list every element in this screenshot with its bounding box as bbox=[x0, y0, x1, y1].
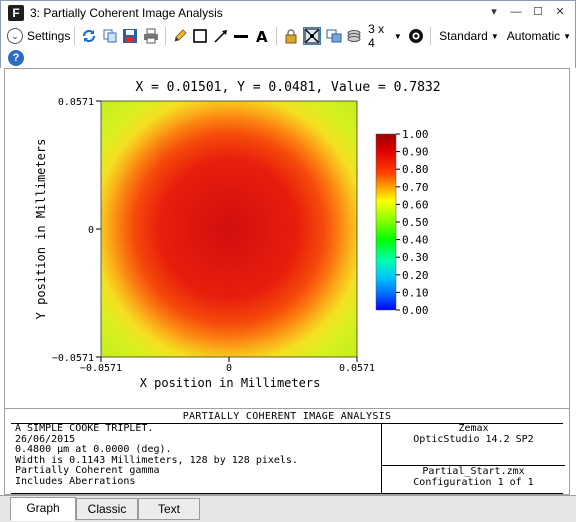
toolbar: ⌄ Settings A bbox=[0, 24, 576, 68]
y-tick-label: −0.0571 bbox=[52, 353, 94, 364]
lock-icon[interactable] bbox=[283, 27, 299, 45]
settings-button[interactable]: ⌄ Settings bbox=[7, 26, 70, 46]
print-icon[interactable] bbox=[143, 27, 159, 45]
cursor-readout: X = 0.01501, Y = 0.0481, Value = 0.7832 bbox=[135, 80, 440, 95]
text-tool-icon[interactable]: A bbox=[254, 27, 270, 45]
scale-dropdown[interactable]: Automatic ▼ bbox=[507, 29, 571, 43]
info-line: OpticStudio 14.2 SP2 bbox=[382, 435, 565, 446]
colorbar-tick-label: 0.60 bbox=[402, 198, 429, 211]
colorbar-tick-label: 0.20 bbox=[402, 269, 429, 282]
arrow-line-icon[interactable] bbox=[213, 27, 229, 45]
toolbar-divider bbox=[165, 27, 166, 45]
info-line: 0.4800 µm at 0.0000 (deg). bbox=[15, 445, 385, 456]
minimize-button[interactable]: — bbox=[507, 4, 525, 20]
colorbar-tick-label: 0.70 bbox=[402, 181, 429, 194]
heatmap-image[interactable] bbox=[101, 101, 357, 357]
x-axis-label: X position in Millimeters bbox=[140, 376, 321, 390]
toolbar-divider bbox=[430, 27, 431, 45]
tab-graph[interactable]: Graph bbox=[10, 497, 76, 521]
layout-dropdown-label: 3 x 4 bbox=[368, 22, 391, 50]
toolbar-divider bbox=[74, 27, 75, 45]
pencil-icon[interactable] bbox=[172, 27, 188, 45]
y-axis-label: Y position in Millimeters bbox=[34, 139, 48, 320]
colorbar-tick-label: 0.90 bbox=[402, 146, 429, 159]
info-line: Partial_Start.zmx bbox=[382, 467, 565, 478]
toolbar-divider bbox=[276, 27, 277, 45]
x-tick-label: −0.0571 bbox=[80, 363, 122, 374]
color-scheme-dropdown[interactable]: Standard ▼ bbox=[439, 29, 499, 43]
windows-icon[interactable] bbox=[325, 27, 341, 45]
y-tick-label: 0.0571 bbox=[58, 97, 94, 108]
refresh-icon[interactable] bbox=[81, 27, 97, 45]
caret-down-icon: ▼ bbox=[394, 32, 402, 41]
scale-label: Automatic bbox=[507, 29, 560, 43]
window-menu-button[interactable]: ▾ bbox=[485, 4, 503, 20]
help-icon[interactable]: ? bbox=[8, 50, 24, 66]
copy-icon[interactable] bbox=[102, 27, 118, 45]
y-tick-label: 0 bbox=[88, 225, 94, 236]
info-panel: PARTIALLY COHERENT IMAGE ANALYSIS A SIMP… bbox=[4, 409, 570, 495]
zoom-fit-icon[interactable] bbox=[303, 27, 321, 45]
info-file-block: Partial_Start.zmx Configuration 1 of 1 bbox=[382, 467, 565, 488]
info-line: Zemax bbox=[382, 424, 565, 435]
colorbar-tick-label: 0.00 bbox=[402, 304, 429, 317]
plot-area: X = 0.01501, Y = 0.0481, Value = 0.7832 … bbox=[4, 68, 570, 409]
caret-down-icon: ▼ bbox=[563, 32, 571, 41]
info-divider bbox=[11, 493, 563, 494]
info-line: Includes Aberrations bbox=[15, 477, 385, 488]
tab-text[interactable]: Text bbox=[138, 498, 200, 520]
tab-classic[interactable]: Classic bbox=[76, 498, 138, 520]
gear-refresh-icon[interactable] bbox=[408, 27, 424, 45]
svg-text:A: A bbox=[256, 28, 268, 44]
colorbar-tick-label: 0.80 bbox=[402, 163, 429, 176]
colorbar-tick-label: 1.00 bbox=[402, 128, 429, 141]
settings-label: Settings bbox=[27, 29, 70, 43]
info-line: Partially Coherent gamma bbox=[15, 466, 385, 477]
caret-down-icon: ▼ bbox=[491, 32, 499, 41]
colorbar-ticks: 1.00 0.90 0.80 0.70 0.60 0.50 0.40 0.30 0.20 0.10… bbox=[396, 128, 429, 317]
layout-dropdown[interactable]: 3 x 4 ▼ bbox=[368, 22, 402, 50]
close-button[interactable]: ✕ bbox=[551, 4, 569, 20]
window-title: 3: Partially Coherent Image Analysis bbox=[30, 6, 223, 20]
tab-bar: Graph Classic Text bbox=[0, 495, 576, 522]
line-icon[interactable] bbox=[233, 27, 249, 45]
info-line: A SIMPLE COOKE TRIPLET. bbox=[15, 424, 385, 435]
title-bar: F 3: Partially Coherent Image Analysis ▾… bbox=[0, 0, 576, 24]
x-tick-label: 0 bbox=[226, 363, 232, 374]
layers-icon[interactable] bbox=[346, 27, 362, 45]
info-line: Configuration 1 of 1 bbox=[382, 478, 565, 489]
colorbar-tick-label: 0.40 bbox=[402, 234, 429, 247]
info-software-block: Zemax OpticStudio 14.2 SP2 bbox=[382, 424, 565, 464]
x-tick-label: 0.0571 bbox=[339, 363, 375, 374]
maximize-button[interactable]: ☐ bbox=[529, 4, 547, 20]
app-logo-icon: F bbox=[8, 5, 24, 21]
color-scheme-label: Standard bbox=[439, 29, 488, 43]
colorbar-tick-label: 0.50 bbox=[402, 216, 429, 229]
save-icon[interactable] bbox=[122, 27, 138, 45]
chevron-down-icon: ⌄ bbox=[7, 28, 23, 44]
colorbar bbox=[376, 134, 396, 310]
heatmap-plot: X = 0.01501, Y = 0.0481, Value = 0.7832 … bbox=[5, 69, 569, 408]
info-left-block: A SIMPLE COOKE TRIPLET. 26/06/2015 0.480… bbox=[15, 424, 385, 487]
colorbar-tick-label: 0.10 bbox=[402, 286, 429, 299]
info-header: PARTIALLY COHERENT IMAGE ANALYSIS bbox=[5, 411, 569, 423]
rectangle-icon[interactable] bbox=[192, 27, 208, 45]
colorbar-tick-label: 0.30 bbox=[402, 251, 429, 264]
